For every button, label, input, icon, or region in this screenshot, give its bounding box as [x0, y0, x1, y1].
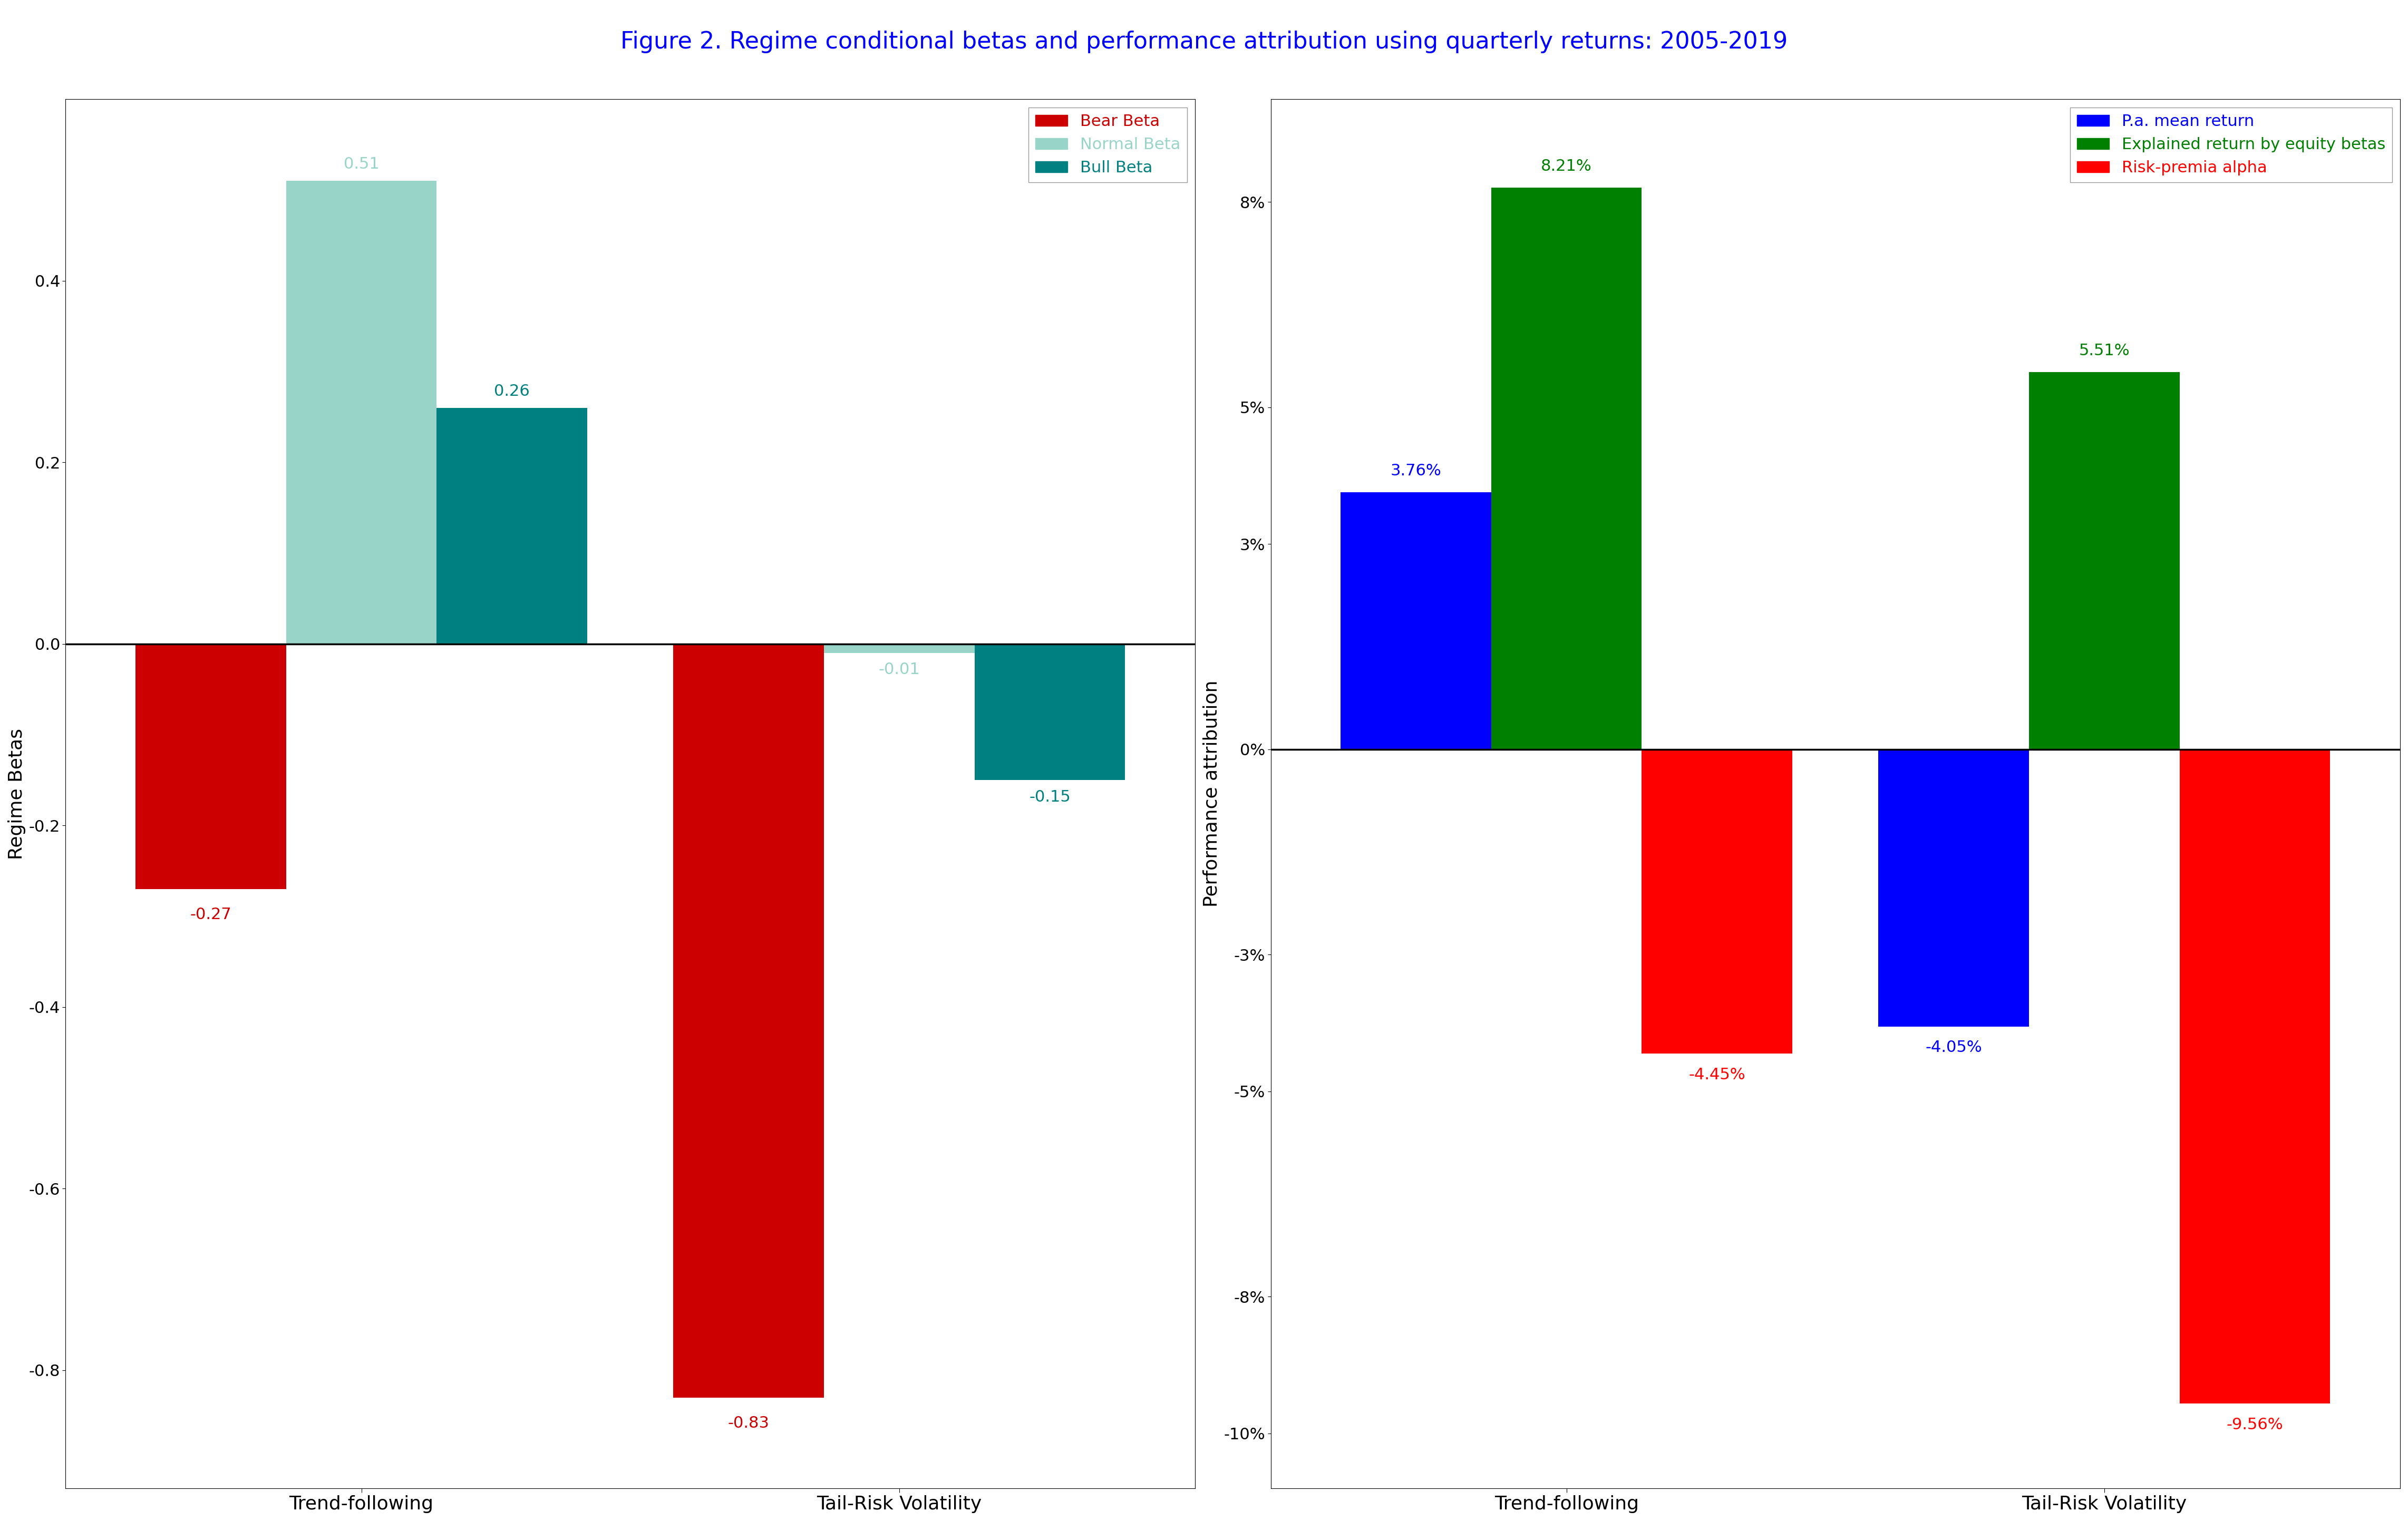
Legend: P.a. mean return, Explained return by equity betas, Risk-premia alpha: P.a. mean return, Explained return by eq… — [2071, 108, 2391, 183]
Bar — [1878, 750, 2030, 1027]
Bar — [2179, 750, 2331, 1404]
Text: 0.26: 0.26 — [494, 383, 530, 399]
Bar — [824, 643, 975, 653]
Legend: Bear Beta, Normal Beta, Bull Beta: Bear Beta, Normal Beta, Bull Beta — [1028, 108, 1187, 183]
Y-axis label: Regime Betas: Regime Betas — [7, 729, 26, 859]
Bar — [1642, 750, 1792, 1054]
Bar — [975, 643, 1125, 780]
Text: Figure 2. Regime conditional betas and performance attribution using quarterly r: Figure 2. Regime conditional betas and p… — [621, 30, 1787, 53]
Bar — [1341, 491, 1491, 750]
Text: 5.51%: 5.51% — [2078, 344, 2129, 359]
Text: 8.21%: 8.21% — [1541, 158, 1592, 173]
Text: -4.45%: -4.45% — [1688, 1068, 1746, 1083]
Bar — [1491, 187, 1642, 750]
Text: 3.76%: 3.76% — [1389, 462, 1442, 479]
Text: -0.27: -0.27 — [190, 907, 231, 923]
Y-axis label: Performance attribution: Performance attribution — [1204, 680, 1221, 907]
Text: -0.83: -0.83 — [727, 1416, 771, 1431]
Text: -9.56%: -9.56% — [2227, 1418, 2283, 1433]
Bar — [2030, 373, 2179, 750]
Text: -0.01: -0.01 — [879, 662, 920, 677]
Bar — [287, 181, 436, 643]
Text: -0.15: -0.15 — [1028, 789, 1072, 805]
Bar — [674, 643, 824, 1398]
Text: 0.51: 0.51 — [344, 157, 380, 172]
Text: -4.05%: -4.05% — [1926, 1040, 1982, 1056]
Bar — [436, 408, 588, 643]
Bar — [135, 643, 287, 890]
